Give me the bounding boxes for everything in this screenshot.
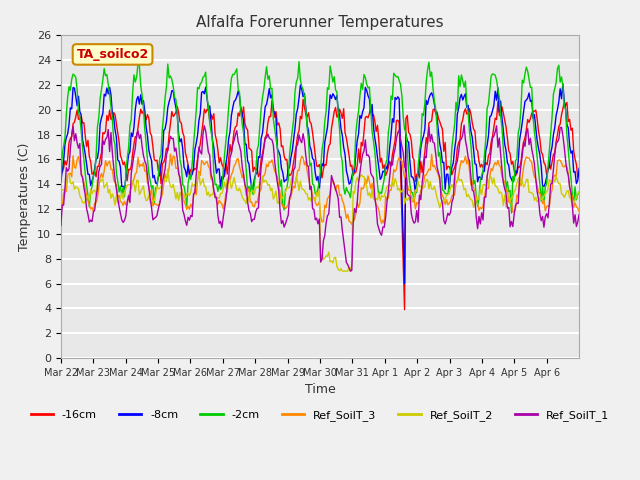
Text: TA_soilco2: TA_soilco2 bbox=[76, 48, 148, 61]
Title: Alfalfa Forerunner Temperatures: Alfalfa Forerunner Temperatures bbox=[196, 15, 444, 30]
Y-axis label: Temperatures (C): Temperatures (C) bbox=[19, 143, 31, 251]
X-axis label: Time: Time bbox=[305, 383, 335, 396]
Legend: -16cm, -8cm, -2cm, Ref_SoilT_3, Ref_SoilT_2, Ref_SoilT_1: -16cm, -8cm, -2cm, Ref_SoilT_3, Ref_Soil… bbox=[26, 406, 614, 425]
